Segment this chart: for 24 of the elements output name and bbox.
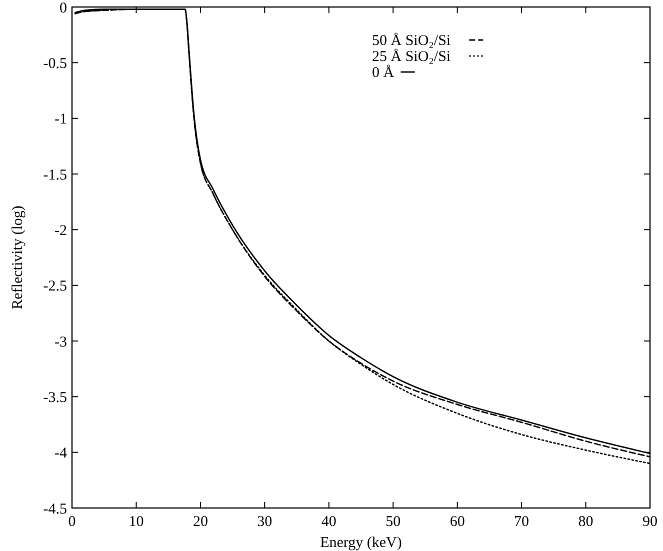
x-axis-title: Energy (keV) [320,535,402,551]
x-tick-label: 50 [386,514,401,530]
y-tick-label: -1.5 [43,167,67,184]
y-tick-label: -3 [54,334,67,350]
x-tick-label: 40 [321,514,336,530]
x-tick-label: 30 [257,514,272,530]
y-tick-label: -1 [54,112,67,128]
y-tick-label: -4 [54,446,68,462]
legend-label: 50 Å SiO₂/Si [372,32,451,49]
x-tick-label: 90 [642,514,658,530]
y-axis-title: Reflectivity (log) [10,206,26,310]
x-tick-label: 20 [192,514,208,530]
y-tick-label: -3.5 [43,390,67,406]
x-tick-label: 70 [514,514,530,530]
legend-label: 0 Å [372,64,394,81]
y-tick-label: 0 [60,0,67,16]
y-tick-label: -4.5 [43,501,67,518]
x-tick-label: 10 [128,514,144,530]
y-tick-label: -0.5 [43,56,67,72]
x-tick-label: 60 [450,514,465,530]
y-tick-label: -2.5 [43,278,67,295]
y-tick-label: -2 [54,222,67,239]
x-tick-label: 80 [578,514,594,530]
legend-label: 25 Å SiO₂/Si [372,48,451,65]
